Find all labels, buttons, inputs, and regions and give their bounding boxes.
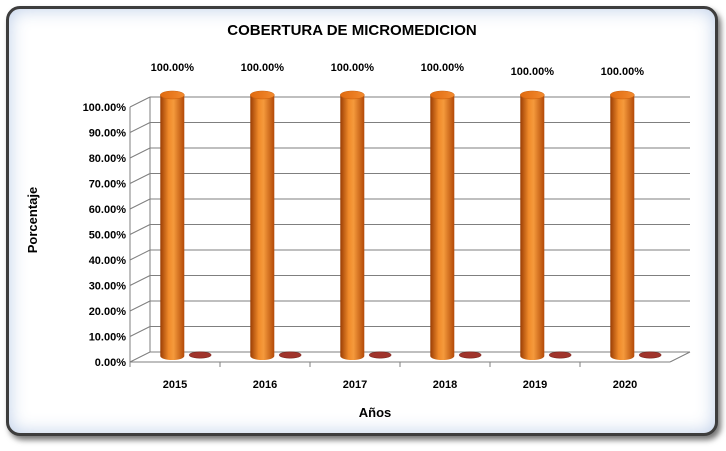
gridline-depth — [129, 147, 151, 159]
data-label: 100.00% — [601, 66, 645, 78]
x-tick-label: 2020 — [613, 379, 637, 391]
bar — [430, 95, 455, 360]
bar — [458, 351, 482, 359]
x-tick-label: 2015 — [163, 379, 187, 391]
bar — [188, 351, 212, 359]
gridline-depth — [129, 122, 151, 133]
gridline-depth — [129, 173, 151, 184]
bar-top — [610, 90, 635, 100]
x-tick-label: 2016 — [253, 379, 277, 391]
bar — [250, 95, 275, 360]
x-tick-labels: 2015 2016 2017 2018 2019 2020 — [163, 379, 637, 391]
x-tick-label: 2018 — [433, 379, 457, 391]
floor-edge — [669, 351, 691, 363]
data-label: 100.00% — [241, 62, 285, 74]
bar — [160, 95, 185, 360]
gridline-depth — [129, 198, 151, 210]
bar-top — [520, 90, 545, 100]
bar — [278, 351, 302, 359]
y-tick-labels: 0.00% 10.00% 20.00% 30.00% 40.00% 50.00% 60.00… — [83, 102, 127, 369]
x-tick-label: 2017 — [343, 379, 367, 391]
axes — [129, 97, 691, 367]
bar-top — [160, 90, 185, 100]
y-tick-label: 10.00% — [89, 332, 127, 344]
data-label: 100.00% — [331, 62, 375, 74]
x-axis-title: Años — [359, 405, 392, 420]
y-tick-label: 90.00% — [89, 128, 127, 140]
bar — [548, 351, 572, 359]
bars — [160, 90, 662, 360]
gridline-depth — [129, 224, 151, 235]
y-tick-label: 100.00% — [83, 102, 127, 114]
y-tick-label: 0.00% — [95, 357, 126, 369]
gridline-depth — [129, 351, 151, 363]
data-label: 100.00% — [421, 62, 465, 74]
bar — [340, 95, 365, 360]
y-tick-label: 50.00% — [89, 230, 127, 242]
bar-top — [430, 90, 455, 100]
y-axis-title: Porcentaje — [25, 187, 40, 253]
y-tick-label: 60.00% — [89, 204, 127, 216]
bar — [610, 95, 635, 360]
data-label: 100.00% — [151, 62, 195, 74]
chart-title: COBERTURA DE MICROMEDICION — [227, 22, 476, 39]
y-tick-label: 30.00% — [89, 281, 127, 293]
gridline-depth — [129, 326, 151, 337]
bar — [638, 351, 662, 359]
y-tick-label: 80.00% — [89, 153, 127, 165]
data-labels: 100.00% 100.00% 100.00% 100.00% 100.00% 100.0… — [151, 62, 645, 78]
grid — [129, 96, 690, 363]
gridline-depth — [129, 96, 151, 108]
bar-top — [250, 90, 275, 100]
y-tick-label: 70.00% — [89, 179, 127, 191]
bar — [368, 351, 392, 359]
y-tick-label: 40.00% — [89, 255, 127, 267]
bar — [520, 95, 545, 360]
gridline-depth — [129, 300, 151, 312]
x-tick-label: 2019 — [523, 379, 547, 391]
gridline-depth — [129, 249, 151, 261]
bar-top — [340, 90, 365, 100]
gridline-depth — [129, 275, 151, 286]
data-label: 100.00% — [511, 66, 555, 78]
y-tick-label: 20.00% — [89, 306, 127, 318]
